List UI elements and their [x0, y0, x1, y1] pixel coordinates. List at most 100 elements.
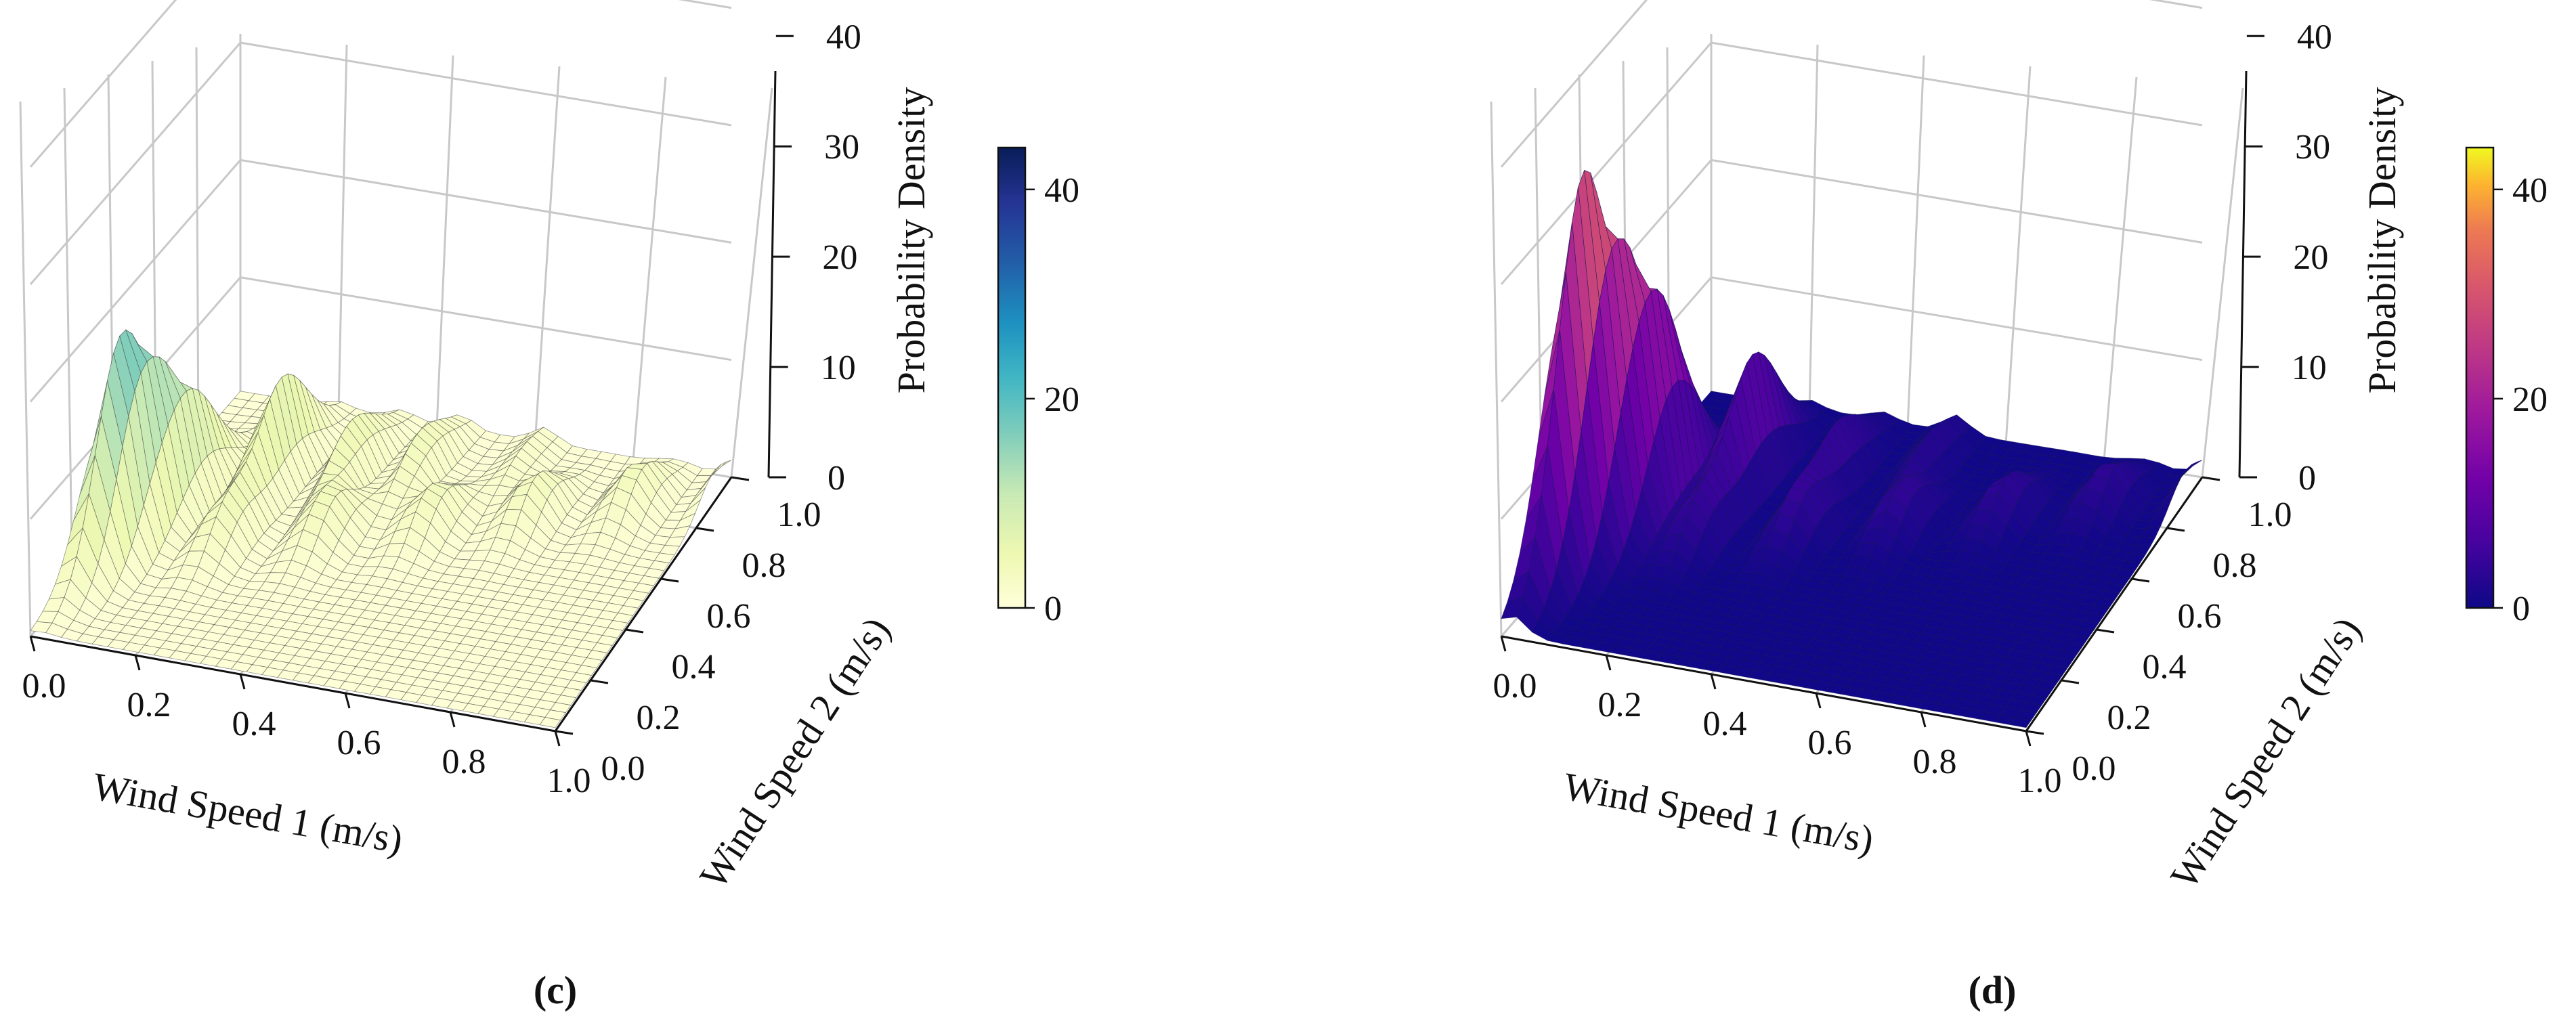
- gridline-z: [29, 41, 732, 285]
- surface-cell: [2010, 717, 2032, 728]
- colorbar-tick-label: 20: [1044, 380, 1079, 419]
- y-tick: [731, 476, 750, 481]
- panel-d: 0.0 0.2 0.4 0.6 0.8 1.0 0.00.20.40.60.81.00102…: [1490, 0, 2548, 1012]
- x-tick: [449, 711, 456, 728]
- y-tick-label: 0.2: [637, 699, 681, 737]
- y-tick-label: 0.6: [2178, 597, 2222, 636]
- axis-lines: [29, 35, 794, 747]
- gridline-back-x: [2004, 66, 2032, 445]
- x-tick: [1815, 693, 1822, 709]
- z-axis-line: [2238, 70, 2248, 478]
- z-tick-label: 10: [2292, 349, 2327, 387]
- y-tick-label: 0.0: [601, 749, 645, 788]
- z-tick-label: 20: [2293, 238, 2328, 277]
- x-tick-label: 0.6: [337, 724, 381, 762]
- colorbar-tick-label: 40: [2512, 171, 2548, 210]
- gridline-z: [29, 158, 732, 403]
- gridline-back-x: [730, 87, 773, 478]
- surface-cell: [2182, 460, 2203, 476]
- y-tick-label: 0.8: [742, 546, 786, 585]
- x-tick-label: 0.0: [22, 667, 66, 705]
- y-tick-label: 0.2: [2107, 699, 2151, 737]
- colorbar: [2465, 146, 2495, 609]
- gridline-left-y: [195, 47, 200, 443]
- x-tick: [29, 636, 36, 652]
- x-tick: [1500, 636, 1507, 652]
- x-axis-line: [30, 635, 556, 732]
- x-tick: [239, 674, 246, 690]
- x-tick-label: 0.2: [127, 686, 171, 724]
- surface: [1501, 169, 2203, 728]
- y-tick-label: 0.4: [2143, 648, 2187, 686]
- x-tick-label: 0.2: [1598, 686, 1642, 724]
- gridline-left-y: [1490, 101, 1503, 637]
- panel-caption: (d): [1969, 968, 2017, 1012]
- gridline-back-x: [1906, 55, 1925, 428]
- colorbar-tick-label: 0: [1044, 590, 1062, 628]
- y-tick-label: 1.0: [777, 496, 821, 534]
- x-tick-label: 1.0: [547, 762, 591, 800]
- gridline-z: [1500, 41, 2203, 285]
- gridline-left-y: [19, 101, 32, 637]
- gridline-back-x: [2201, 87, 2244, 478]
- x-tick: [344, 693, 351, 709]
- x-tick-label: 0.8: [1913, 743, 1957, 781]
- colorbar: [997, 146, 1027, 609]
- x-axis-title: Wind Speed 1 (m/s): [1560, 764, 1876, 862]
- y-tick: [2131, 577, 2150, 583]
- colorbar-tick-label: 40: [1044, 171, 1079, 210]
- x-tick: [134, 655, 141, 671]
- gridline-back-x: [435, 55, 454, 428]
- z-tick-label: 30: [824, 128, 859, 167]
- gridline-back-x: [337, 44, 348, 412]
- x-tick-label: 0.4: [232, 705, 276, 743]
- y-tick: [2096, 628, 2115, 634]
- gridline-back-x: [1808, 44, 1819, 412]
- y-tick-label: 0.4: [672, 648, 716, 686]
- x-tick: [1605, 655, 1612, 671]
- x-tick: [2025, 730, 2032, 747]
- z-tick-label: 0: [2298, 459, 2316, 498]
- y-axis-line: [554, 477, 733, 732]
- gridline-back-x: [632, 76, 667, 461]
- x-tick: [1920, 711, 1927, 728]
- y-tick: [555, 730, 574, 735]
- z-axis-title: Probability Density: [2360, 87, 2404, 394]
- z-tick-label: 40: [2297, 18, 2332, 56]
- z-tick-label: 20: [822, 238, 857, 277]
- colorbar-tick-label: 0: [2512, 590, 2530, 628]
- gridline-back-x: [534, 66, 561, 445]
- y-axis-title: Wind Speed 2 (m/s): [2162, 609, 2369, 896]
- x-tick-label: 0.6: [1808, 724, 1852, 762]
- gridline-z: [1500, 0, 2203, 168]
- y-tick-label: 1.0: [2248, 496, 2292, 534]
- z-tick-label: 0: [828, 459, 845, 498]
- x-tick-label: 0.0: [1493, 667, 1537, 705]
- y-tick: [625, 628, 644, 634]
- y-tick-label: 0.8: [2213, 546, 2257, 585]
- y-tick: [2166, 527, 2185, 532]
- z-axis-title: Probability Density: [889, 87, 933, 394]
- z-tick-label: 40: [826, 18, 861, 56]
- x-axis-title: Wind Speed 1 (m/s): [89, 764, 406, 862]
- surface-cell: [539, 717, 561, 728]
- x-axis-line: [1501, 635, 2027, 732]
- z-tick-label: 10: [821, 349, 856, 387]
- y-tick: [2061, 679, 2080, 684]
- x-tick: [554, 730, 561, 747]
- gridline-back-x: [2103, 76, 2138, 461]
- z-tick-label: 30: [2295, 128, 2330, 167]
- x-tick: [1710, 674, 1717, 690]
- x-tick-label: 1.0: [2018, 762, 2062, 800]
- surface-cell: [711, 460, 732, 476]
- panel-caption: (c): [534, 968, 577, 1012]
- y-tick-label: 0.6: [707, 597, 751, 636]
- y-tick: [590, 679, 609, 684]
- surface: [30, 329, 732, 728]
- panel-c: 0.0 0.2 0.4 0.6 0.8 1.0 0.00.20.40.60.81.00102…: [19, 0, 1079, 1012]
- z-axis-line: [767, 70, 777, 478]
- gridline-z: [29, 0, 732, 168]
- y-tick: [2202, 476, 2220, 481]
- y-tick: [695, 527, 714, 532]
